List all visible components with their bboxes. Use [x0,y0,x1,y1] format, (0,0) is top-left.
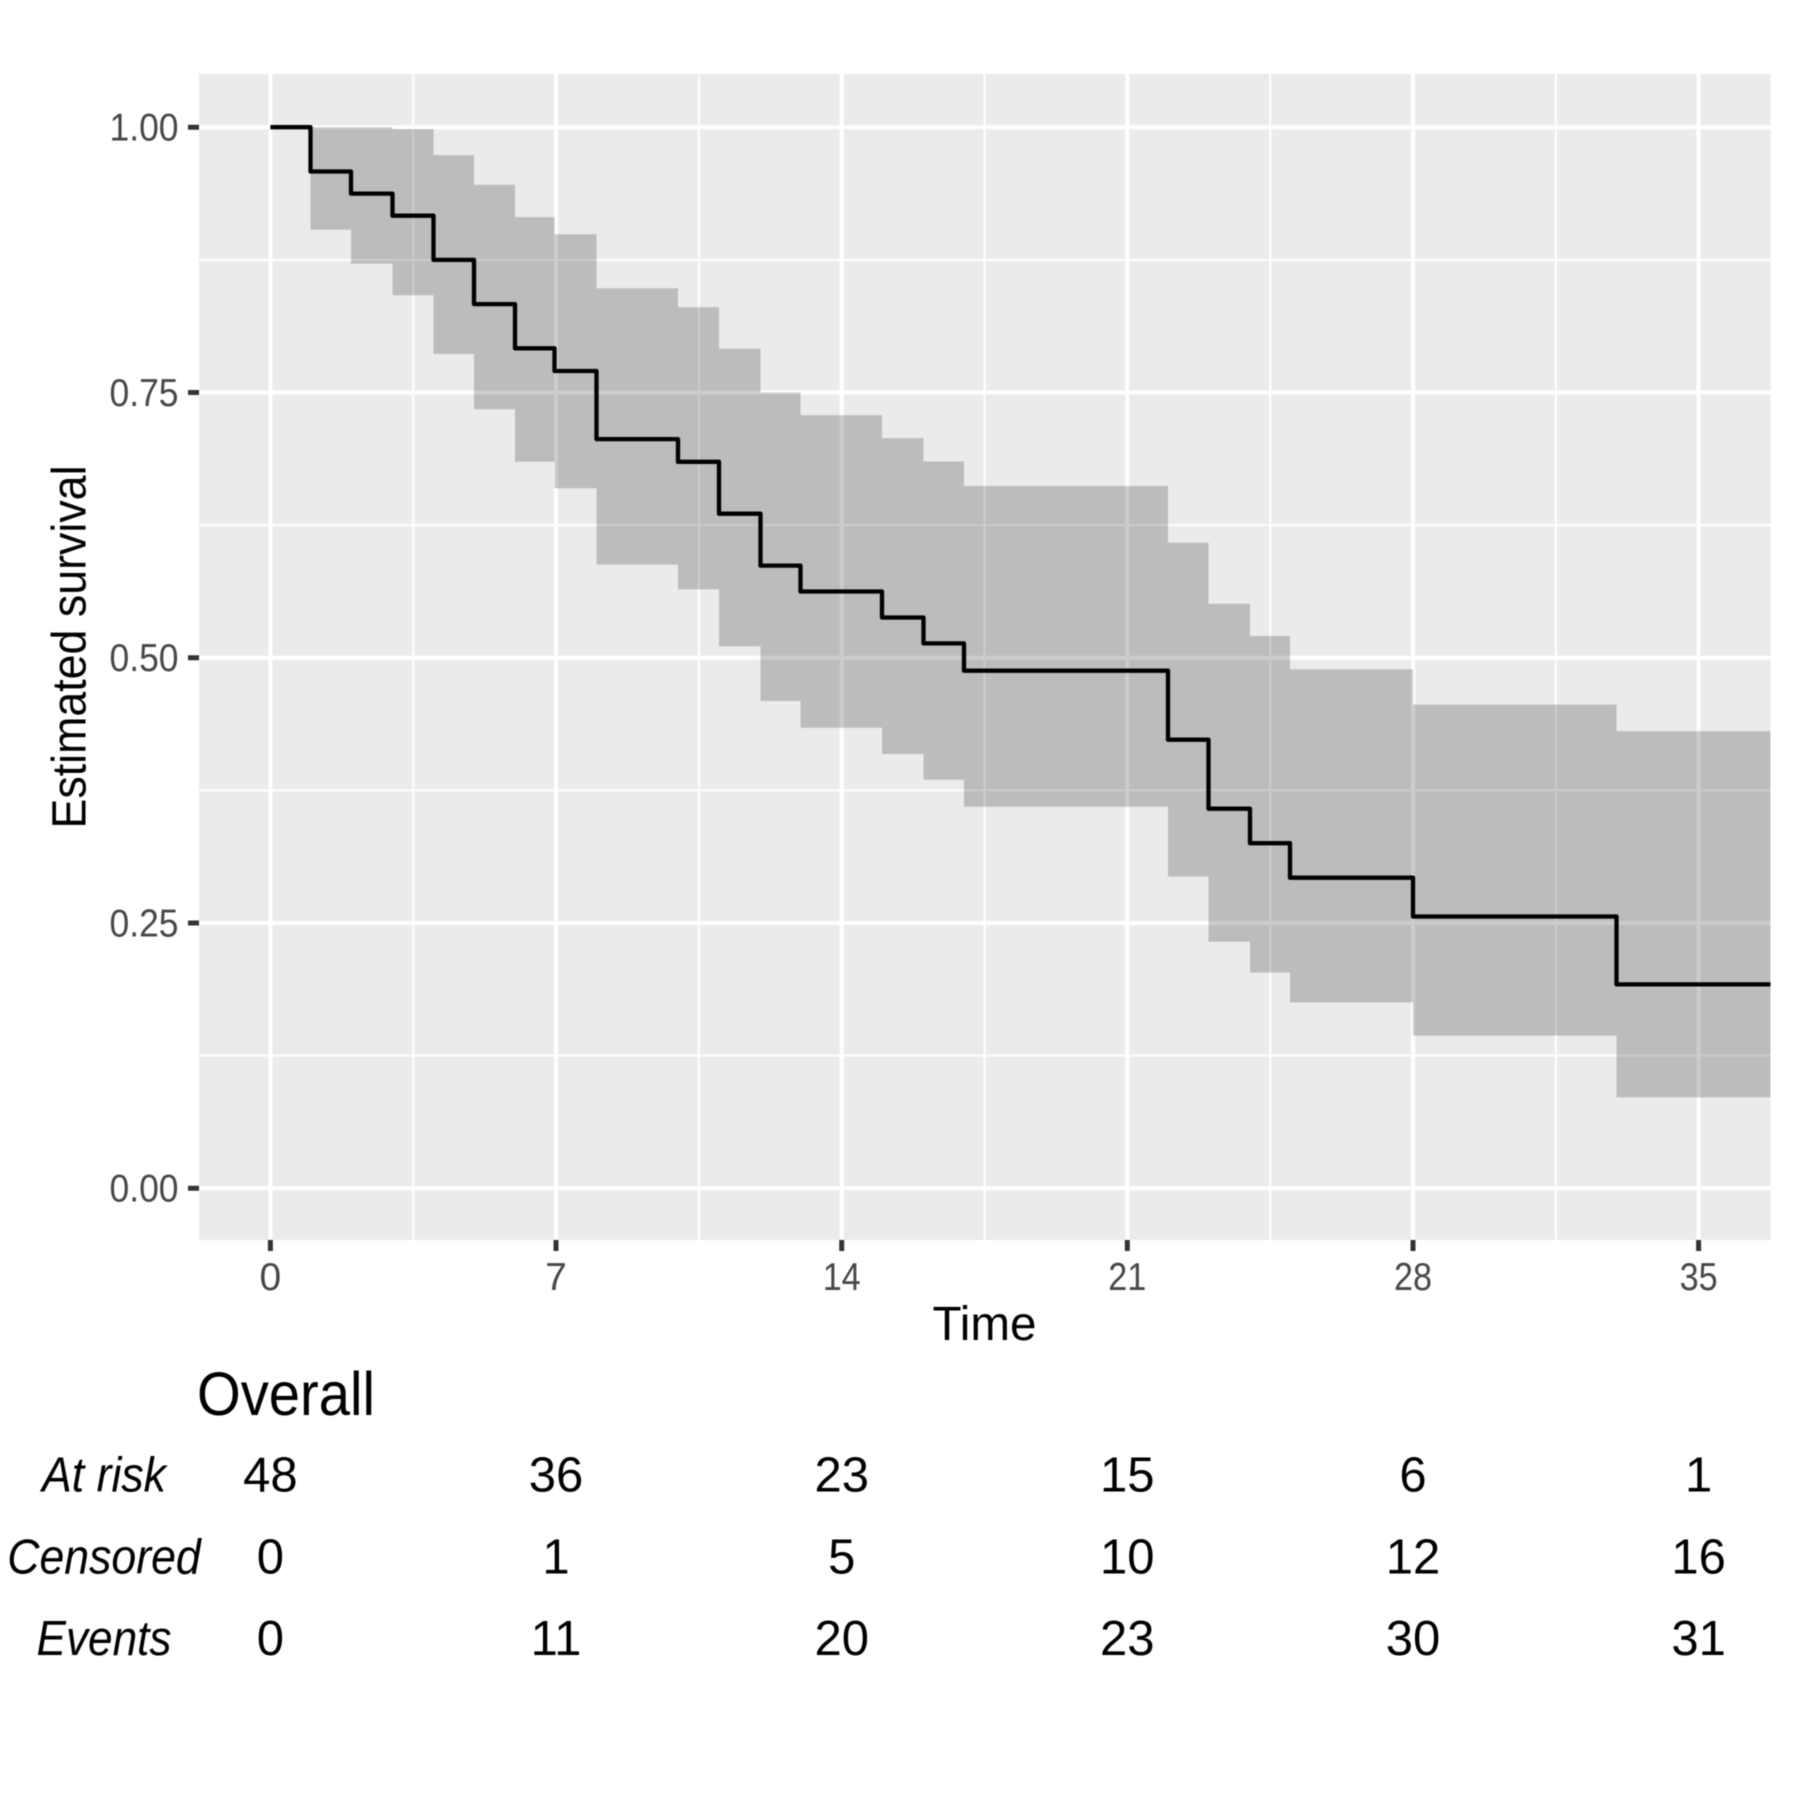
svg-text:7: 7 [545,1256,567,1299]
svg-text:Estimated survival: Estimated survival [43,466,96,829]
svg-text:0.75: 0.75 [110,372,179,415]
svg-text:21: 21 [1108,1256,1146,1299]
svg-text:15: 15 [1100,1449,1155,1503]
svg-text:6: 6 [1399,1449,1426,1503]
svg-text:36: 36 [529,1449,584,1503]
svg-text:48: 48 [243,1449,298,1503]
svg-text:20: 20 [814,1612,869,1666]
svg-text:16: 16 [1671,1530,1726,1584]
svg-text:Time: Time [933,1298,1037,1351]
svg-text:1.00: 1.00 [110,107,179,150]
svg-text:5: 5 [828,1530,855,1584]
svg-text:0.00: 0.00 [110,1168,179,1211]
svg-text:Censored: Censored [7,1530,202,1584]
svg-text:12: 12 [1386,1530,1441,1584]
svg-text:Overall: Overall [197,1360,375,1428]
svg-text:10: 10 [1100,1530,1155,1584]
svg-text:Events: Events [37,1612,172,1666]
svg-text:0.25: 0.25 [110,902,179,945]
svg-text:1: 1 [542,1530,569,1584]
svg-text:0.50: 0.50 [110,637,179,680]
svg-text:0: 0 [257,1612,284,1666]
svg-text:0: 0 [257,1530,284,1584]
svg-text:30: 30 [1386,1612,1441,1666]
svg-text:31: 31 [1671,1612,1726,1666]
svg-text:28: 28 [1394,1256,1432,1299]
svg-text:11: 11 [531,1612,582,1666]
svg-text:At risk: At risk [39,1449,168,1503]
svg-text:23: 23 [814,1449,869,1503]
svg-text:23: 23 [1100,1612,1155,1666]
svg-text:14: 14 [823,1256,861,1299]
svg-text:0: 0 [260,1256,282,1299]
svg-text:35: 35 [1680,1256,1718,1299]
svg-text:1: 1 [1685,1449,1712,1503]
